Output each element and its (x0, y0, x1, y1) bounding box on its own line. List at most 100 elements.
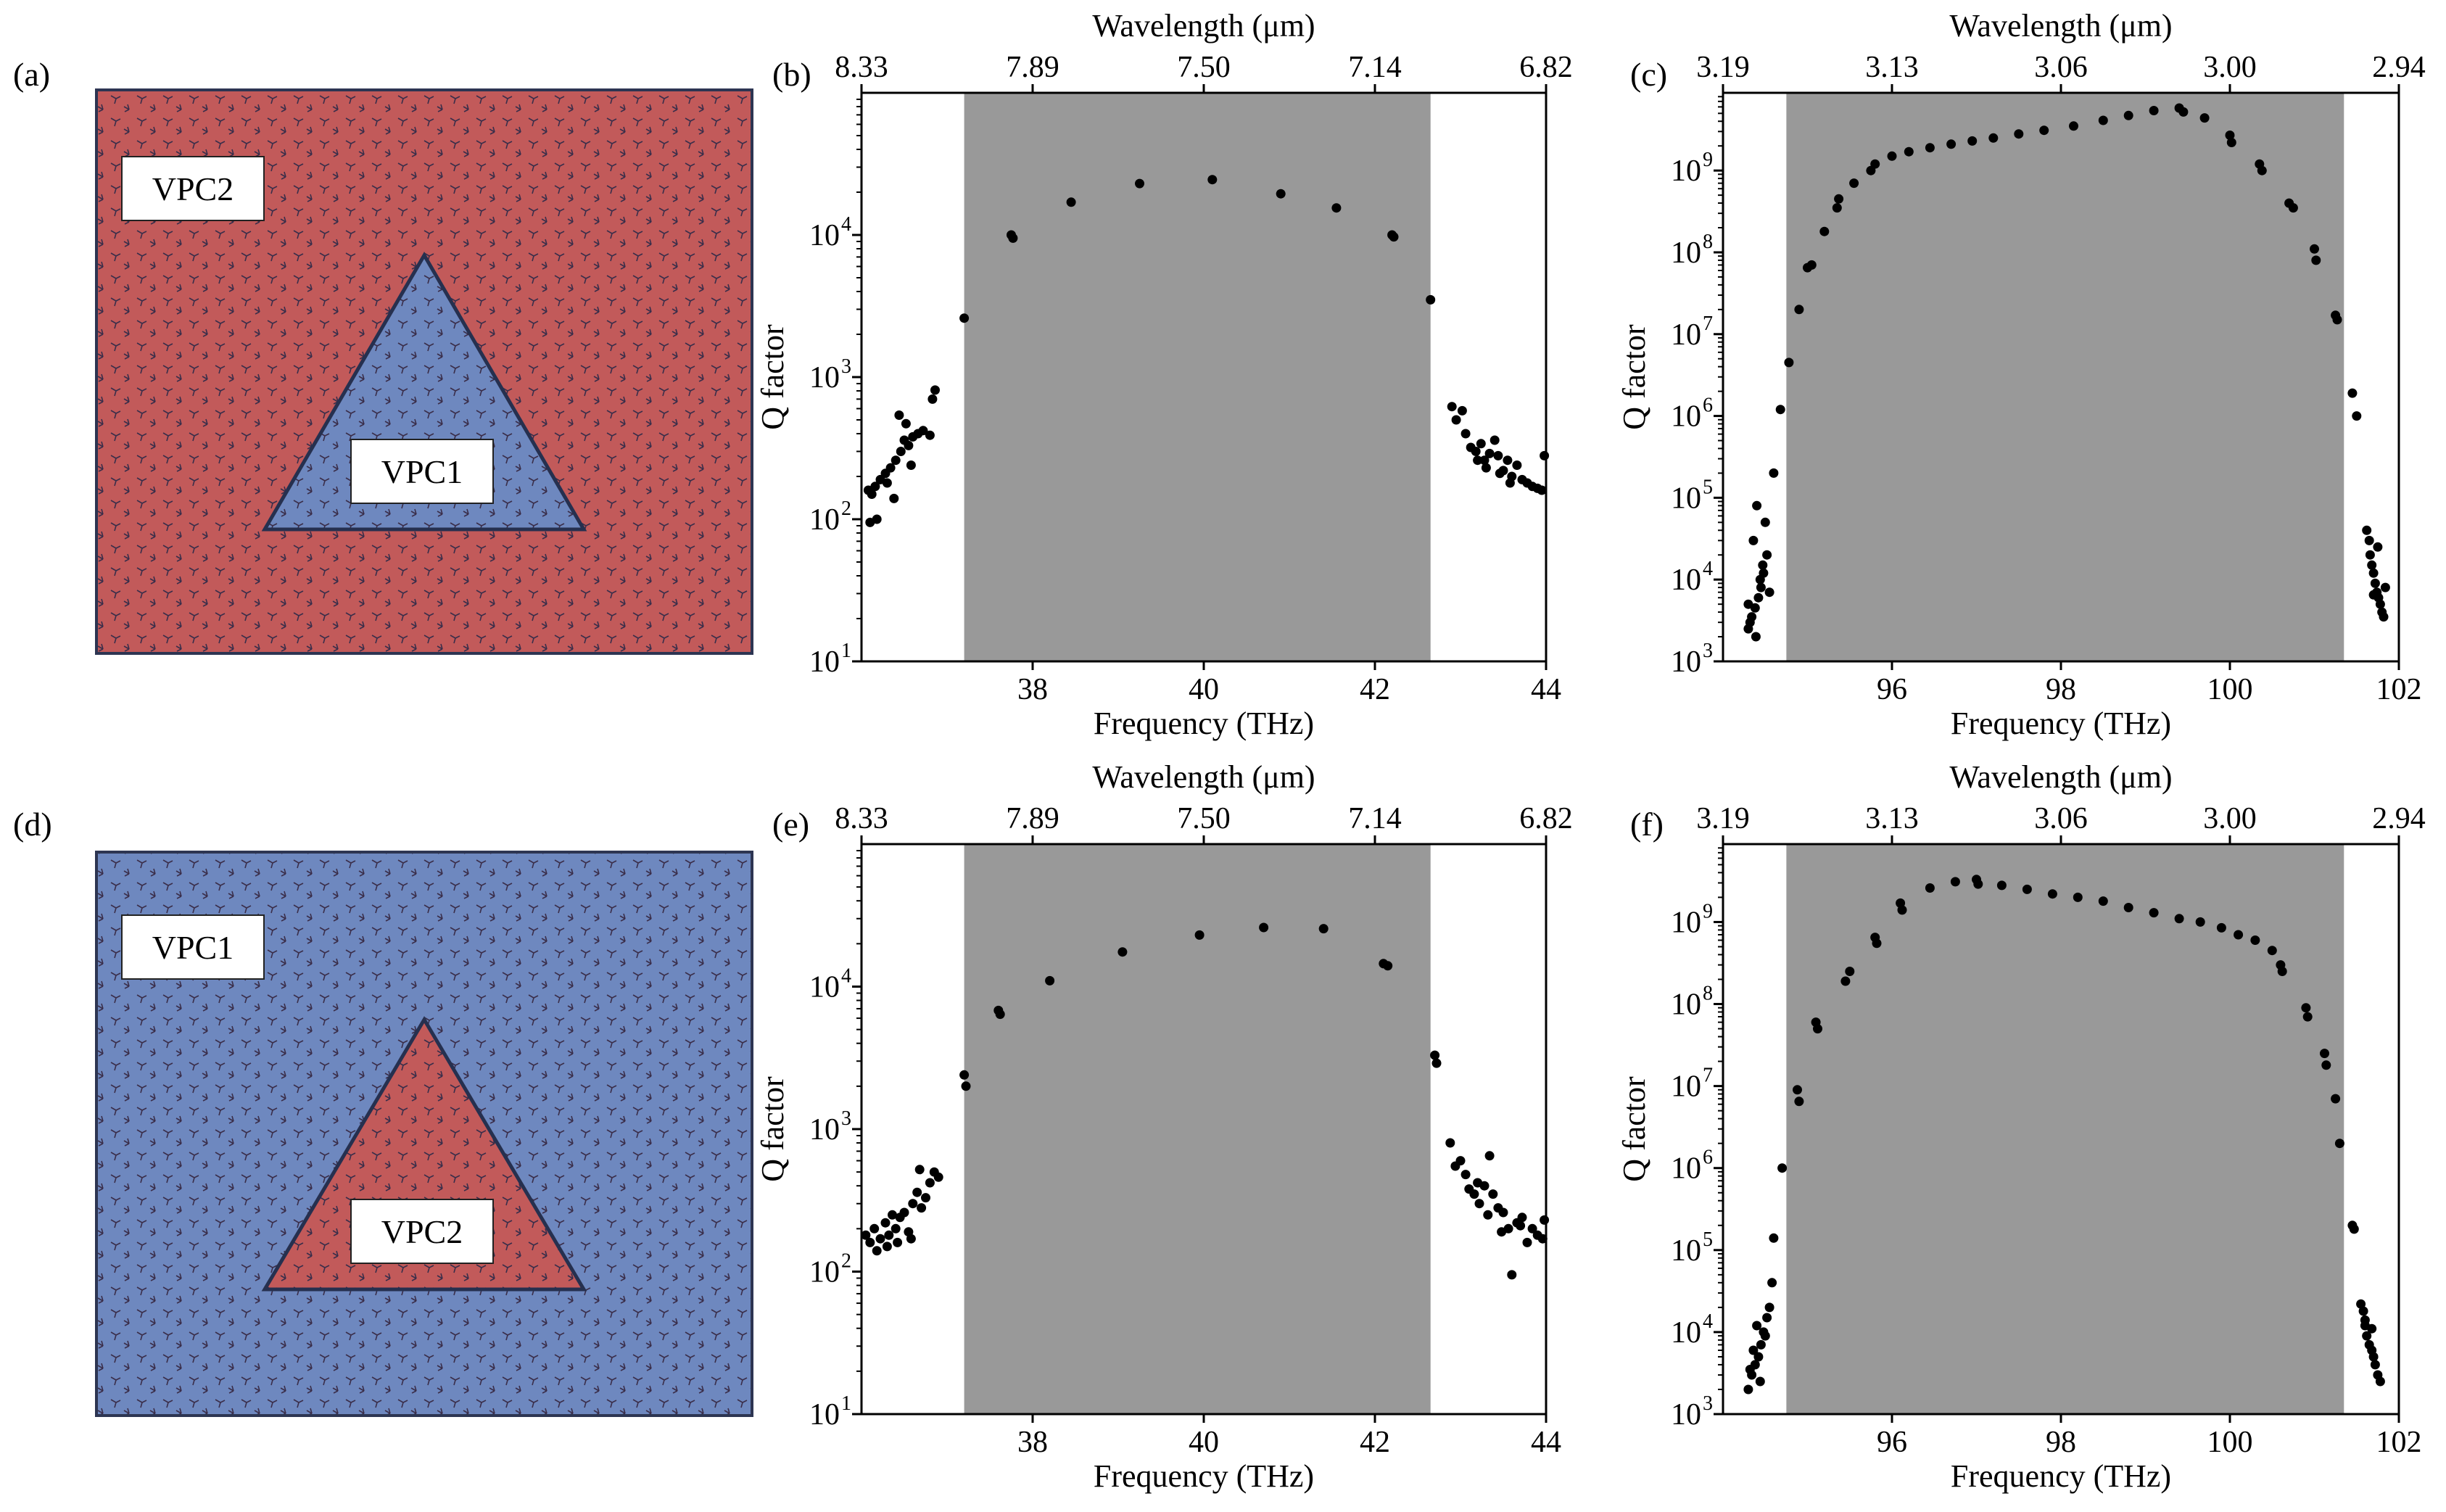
data-point (1447, 402, 1457, 412)
data-point (2367, 1323, 2377, 1334)
data-point (1872, 938, 1882, 949)
data-point (2362, 1331, 2372, 1341)
data-point (2311, 255, 2321, 265)
data-point (1488, 1189, 1498, 1199)
x-tick-label: 40 (1189, 1426, 1219, 1459)
data-point (1769, 468, 1779, 478)
data-point (1498, 1207, 1508, 1218)
data-point (2301, 1003, 2311, 1013)
top-tick-label: 3.13 (1865, 51, 1919, 84)
x-tick-label: 98 (2046, 1426, 2076, 1459)
data-point (908, 1199, 918, 1209)
y-tick-exponent: 4 (1703, 558, 1713, 580)
data-point (899, 1207, 909, 1218)
data-point (925, 430, 935, 440)
data-point (1505, 478, 1515, 488)
data-point (1474, 1199, 1484, 1209)
y-tick-exponent: 4 (1703, 1310, 1713, 1333)
data-point (1752, 500, 1762, 511)
y-tick-exponent: 1 (841, 1392, 851, 1415)
data-point (2047, 889, 2057, 899)
data-point (1834, 194, 1844, 204)
data-point (2216, 922, 2226, 933)
data-point (2073, 892, 2083, 902)
x-tick-label: 42 (1360, 673, 1390, 706)
data-point (1748, 1345, 1759, 1355)
data-point (861, 1230, 871, 1240)
data-point (1493, 450, 1503, 460)
data-point (1775, 405, 1785, 415)
top-tick-label: 3.13 (1865, 802, 1919, 835)
data-point (872, 514, 882, 524)
top-axis-title: Wavelength (μm) (1092, 8, 1315, 44)
data-point (1950, 877, 1960, 887)
y-tick-label: 10 (1671, 400, 1701, 434)
data-point (1752, 1321, 1762, 1331)
data-point (1996, 880, 2007, 891)
data-point (2368, 1352, 2379, 1362)
data-point (882, 478, 892, 488)
data-point (918, 426, 928, 436)
data-point (1497, 1227, 1507, 1237)
x-axis-title: Frequency (THz) (1094, 706, 1314, 741)
data-point (1457, 405, 1467, 416)
data-point (865, 1237, 875, 1247)
x-tick-label: 98 (2046, 673, 2076, 706)
data-point (2358, 1306, 2368, 1316)
data-point (1483, 1210, 1493, 1220)
data-point (1758, 560, 1768, 570)
data-point (2352, 411, 2362, 421)
y-tick-label: 10 (809, 971, 840, 1004)
y-tick-exponent: 3 (841, 1107, 851, 1130)
data-point (925, 1178, 935, 1188)
top-axis-title: Wavelength (μm) (1092, 759, 1315, 795)
data-point (1745, 1365, 1755, 1374)
data-point (961, 1081, 971, 1091)
y-tick-exponent: 4 (841, 213, 851, 236)
data-point (1469, 1189, 1479, 1199)
data-point (1748, 535, 1759, 545)
y-tick-exponent: 8 (1703, 983, 1713, 1005)
data-point (1946, 139, 1957, 149)
y-tick-label: 10 (809, 1398, 840, 1432)
data-point (1762, 550, 1772, 560)
y-tick-label: 10 (1671, 645, 1701, 679)
data-point (1769, 1233, 1779, 1243)
top-tick-label: 7.89 (1006, 51, 1059, 84)
data-point (1794, 1096, 1804, 1107)
data-point (1813, 1024, 1822, 1034)
data-point (1755, 1376, 1765, 1387)
data-point (2234, 930, 2244, 940)
data-point (1194, 930, 1205, 940)
data-point (927, 394, 938, 404)
data-point (2368, 590, 2379, 600)
x-tick-label: 42 (1360, 1426, 1390, 1459)
y-axis-title: Q factor (1616, 1076, 1652, 1182)
data-point (1507, 1270, 1517, 1280)
background-label: VPC1 (152, 929, 234, 966)
y-tick-exponent: 5 (1703, 1228, 1713, 1251)
data-point (1117, 947, 1128, 957)
x-tick-label: 38 (1017, 1426, 1048, 1459)
data-point (1760, 1331, 1770, 1341)
data-point (1743, 599, 1753, 609)
data-point (1745, 617, 1755, 627)
y-tick-label: 10 (1671, 988, 1701, 1022)
top-tick-label: 7.14 (1348, 51, 1402, 84)
y-tick-exponent: 6 (1703, 1147, 1713, 1169)
schematic-d: (d) VPC1 VPC2 (13, 806, 753, 1417)
data-point (888, 1210, 897, 1220)
data-point (2288, 203, 2298, 213)
top-axis-title: Wavelength (μm) (1949, 8, 2172, 44)
data-point (1484, 448, 1495, 458)
data-point (2349, 1224, 2359, 1234)
x-tick-label: 102 (2376, 1426, 2422, 1459)
data-point (1430, 1050, 1440, 1060)
top-tick-label: 3.06 (2034, 802, 2088, 835)
data-point (2367, 560, 2377, 570)
bandgap-region (964, 93, 1431, 661)
data-point (2332, 315, 2342, 325)
data-point (870, 482, 880, 492)
x-tick-label: 44 (1531, 1426, 1561, 1459)
